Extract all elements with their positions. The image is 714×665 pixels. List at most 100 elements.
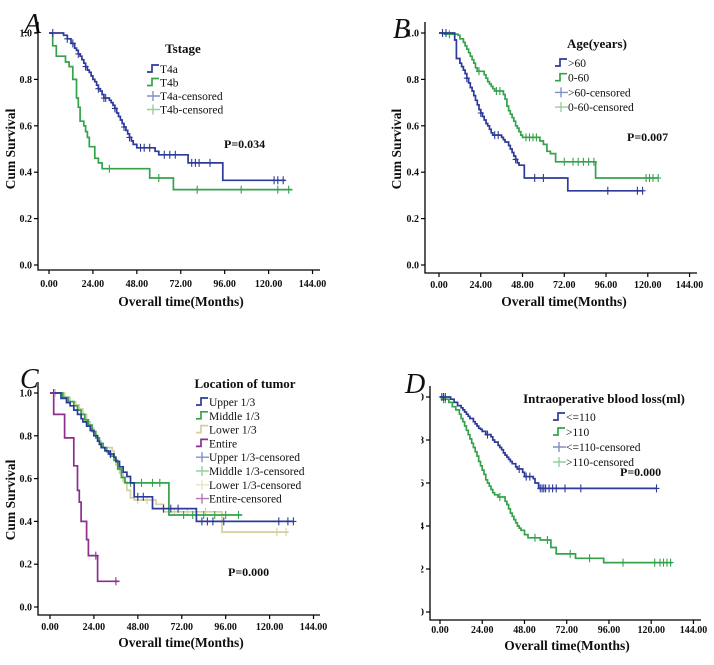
y-axis-title: Cum Survival [3, 459, 18, 540]
legend-item-label: Middle 1/3 [209, 411, 260, 423]
y-tick-label: 0.0 [20, 603, 33, 614]
y-tick-label: 0.8 [407, 75, 420, 86]
survival-curve--110 [440, 396, 657, 490]
p-value-a: P=0.034 [224, 137, 265, 151]
legend-step-icon [147, 77, 159, 87]
x-tick-label: 24.00 [470, 280, 493, 291]
legend-item-label: 0-60 [568, 73, 589, 85]
panel-d: D 0.00 24.00 48.00 72.00 96.00 120.00 144.00 1.0… [357, 330, 714, 660]
legend-step-icon [196, 410, 208, 420]
legend-item-label: Upper 1/3-censored [209, 452, 300, 464]
y-tick-label: 0.4 [20, 517, 33, 528]
x-tick-label: 144.00 [299, 279, 327, 290]
survival-curve--60 [439, 32, 643, 192]
y-tick-label: 0.6 [407, 121, 420, 132]
legend-censor-icon [147, 91, 160, 101]
censor-marks-t4a [49, 29, 287, 185]
legend-item-label: Middle 1/3-censored [209, 466, 305, 478]
legend-step-icon [555, 58, 567, 67]
survival-curve-t4b [49, 32, 293, 191]
legend-item-label: T4a [160, 64, 178, 76]
survival-curve-upper-1-3 [50, 392, 294, 523]
legend-item-label: T4b-censored [160, 105, 223, 117]
legend-title: Intraoperative blood loss(ml) [523, 391, 685, 406]
legend-censor-icon [555, 102, 568, 113]
legend-item-label: <=110-censored [566, 442, 641, 454]
x-axis-title: Overall time(Months) [504, 638, 630, 653]
y-tick-label: 0.0 [412, 608, 425, 619]
p-value-c: P=0.000 [228, 565, 269, 579]
x-tick-label: 72.00 [555, 625, 578, 636]
legend-item-label: 0-60-censored [568, 102, 634, 114]
y-tick-label: 0.8 [412, 436, 425, 447]
survival-plot-b: B 0.00 24.00 48.00 72.00 96.00 120.00 144.00 1.0… [389, 14, 704, 309]
legend-item-label: Entire-censored [209, 494, 282, 506]
legend-step-icon [196, 397, 208, 406]
survival-curve-middle-1-3 [50, 392, 243, 516]
legend-step-icon [147, 64, 159, 73]
legend-censor-icon [553, 457, 566, 467]
y-tick-label: 0.6 [20, 474, 33, 485]
legend-item-label: <=110 [566, 412, 596, 424]
legend-step-icon [555, 72, 567, 82]
x-tick-label: 0.00 [431, 625, 449, 636]
survival-plot-c: C 0.00 24.00 48.00 72.00 96.00 120.00 144.00 1.0… [3, 364, 328, 650]
x-tick-label: 96.00 [213, 279, 236, 290]
y-axis-title: Cum Survival [3, 108, 18, 189]
censor-marks-t4b [106, 164, 292, 194]
x-tick-label: 48.00 [126, 279, 149, 290]
axes-d [429, 386, 701, 621]
survival-curve--110 [440, 396, 673, 564]
y-tick-label: 0.2 [20, 214, 33, 225]
legend-censor-icon [196, 466, 209, 476]
p-value-d: P=0.000 [620, 465, 661, 479]
y-tick-label: 0.8 [20, 75, 33, 86]
legend-title: Location of tumor [194, 376, 295, 391]
legend-item-label: >110-censored [566, 457, 634, 469]
axes-a [37, 22, 320, 271]
legend-title: Age(years) [567, 36, 627, 51]
legend-censor-icon [553, 442, 566, 452]
y-tick-label: 0.6 [20, 121, 33, 132]
y-tick-label: 0.4 [407, 168, 420, 179]
censor-marks--60 [439, 29, 646, 195]
y-tick-label: 0.2 [20, 560, 33, 571]
legend-item-label: Upper 1/3 [209, 397, 256, 409]
y-tick-label: 1.0 [407, 29, 420, 40]
panel-letter-d: D [404, 369, 425, 400]
x-tick-label: 144.00 [676, 280, 704, 291]
x-axis-title: Overall time(Months) [118, 294, 244, 309]
legend-censor-icon [196, 493, 209, 504]
y-tick-label: 1.0 [20, 389, 33, 400]
x-tick-label: 72.00 [553, 280, 576, 291]
x-tick-label: 120.00 [256, 622, 284, 633]
legend-censor-icon [196, 479, 209, 490]
y-tick-label: 0.0 [20, 261, 33, 272]
x-tick-label: 24.00 [83, 622, 106, 633]
y-tick-label: 0.2 [412, 565, 425, 576]
p-value-b: P=0.007 [627, 130, 668, 144]
clipped-y-labels: 1.0 0.8 0.6 0.4 0.2 0.0 [412, 393, 425, 619]
x-tick-label: 24.00 [82, 279, 105, 290]
x-tick-label: 120.00 [637, 625, 665, 636]
legend-item-label: >60-censored [568, 87, 631, 99]
legend-step-icon [553, 427, 565, 436]
legend-censor-icon [555, 87, 568, 98]
y-tick-label: 0.0 [407, 261, 420, 272]
x-tick-label: 144.00 [300, 622, 328, 633]
legend-step-icon [196, 424, 208, 434]
x-tick-label: 48.00 [511, 280, 534, 291]
y-tick-label: 1.0 [412, 393, 425, 404]
legend-item-label: >60 [568, 58, 586, 70]
y-axis-title: Cum Survival [389, 108, 404, 189]
panel-letter-a: A [22, 9, 42, 40]
y-tick-label: 0.8 [20, 431, 33, 442]
x-tick-label: 96.00 [595, 280, 618, 291]
x-tick-label: 0.00 [40, 279, 58, 290]
panel-c: C 0.00 24.00 48.00 72.00 96.00 120.00 144.00 1.0… [0, 330, 357, 660]
legend-item-label: T4a-censored [160, 91, 223, 103]
x-tick-label: 144.00 [680, 625, 708, 636]
x-tick-label: 72.00 [170, 279, 193, 290]
legend-censor-icon [196, 452, 209, 463]
